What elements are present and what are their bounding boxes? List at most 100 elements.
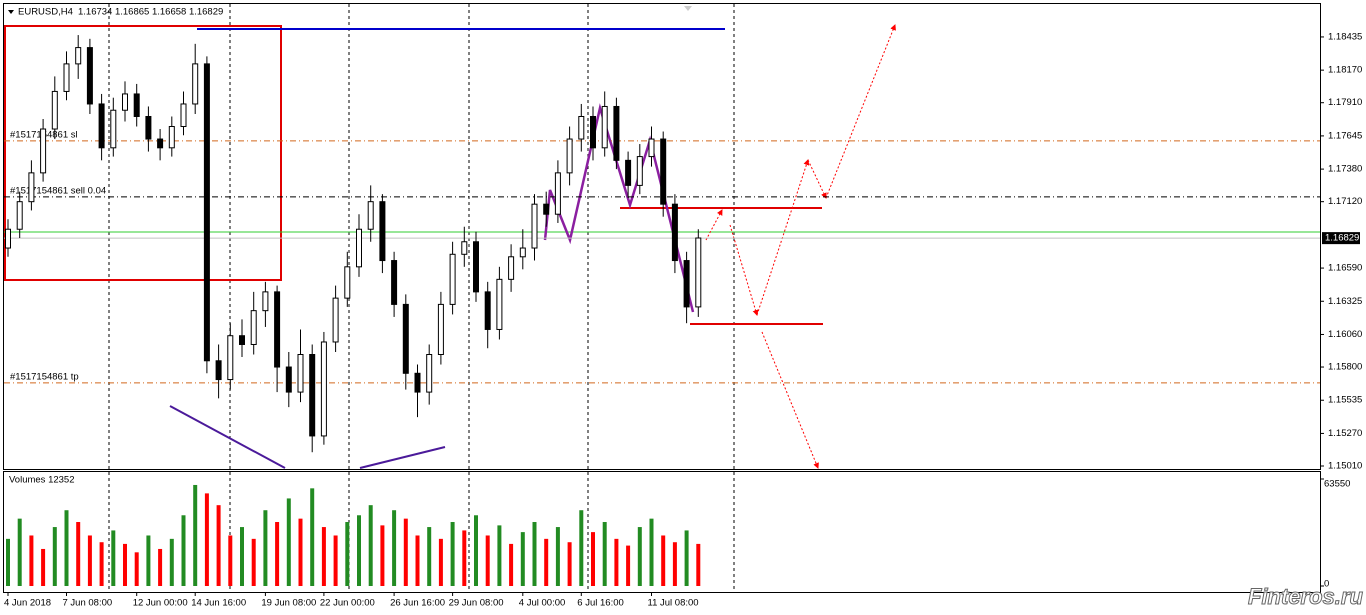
candle-body bbox=[578, 115, 585, 140]
candle-body bbox=[250, 310, 257, 345]
candle-body bbox=[566, 138, 573, 174]
volume-bar bbox=[240, 527, 244, 586]
candle-body bbox=[648, 138, 655, 158]
candle-body bbox=[274, 291, 281, 368]
candle-body bbox=[75, 47, 82, 65]
volume-bar bbox=[450, 522, 455, 586]
y-tick-label: 1.17645 bbox=[1328, 130, 1362, 141]
volume-bar bbox=[333, 535, 338, 586]
volume-bar bbox=[591, 532, 595, 586]
candle-body bbox=[601, 105, 608, 149]
volume-bar bbox=[123, 543, 127, 586]
candle-body bbox=[16, 201, 23, 230]
candle-body bbox=[590, 115, 596, 149]
volume-bar bbox=[544, 538, 549, 586]
scroll-marker bbox=[684, 6, 692, 11]
candle-body bbox=[426, 354, 433, 393]
candle-body bbox=[554, 172, 561, 215]
volume-bar bbox=[251, 538, 256, 586]
volume-bar bbox=[158, 548, 163, 586]
order-label: #1517154861 sell 0.04 bbox=[10, 185, 106, 196]
candle-body bbox=[683, 260, 690, 308]
volume-bar bbox=[602, 522, 607, 586]
x-tick-label: 26 Jun 16:00 bbox=[390, 598, 445, 609]
candle-body bbox=[636, 156, 643, 186]
x-tick-label: 29 Jun 08:00 bbox=[449, 598, 504, 609]
x-tick-label: 22 Jun 00:00 bbox=[320, 598, 375, 609]
volume-bar bbox=[626, 545, 631, 586]
volume-bar bbox=[17, 518, 22, 586]
y-tick-label: 1.16590 bbox=[1328, 263, 1362, 274]
candle-body bbox=[473, 241, 479, 293]
y-tick-label: 1.16325 bbox=[1328, 296, 1362, 307]
volume-bar bbox=[41, 548, 46, 586]
trend-line bbox=[169, 405, 286, 469]
y-tick-label: 1.15535 bbox=[1328, 395, 1362, 406]
y-tick-label: 1.15010 bbox=[1328, 461, 1362, 472]
trend-line bbox=[359, 446, 446, 469]
candle-body bbox=[145, 115, 152, 140]
candle-body bbox=[297, 354, 304, 393]
volume-bar bbox=[286, 498, 291, 586]
y-tick-label: 1.18435 bbox=[1328, 31, 1362, 42]
y-tick-label: 1.15800 bbox=[1328, 362, 1362, 373]
y-tick-label: 1.17380 bbox=[1328, 164, 1362, 175]
candle-body bbox=[133, 93, 140, 117]
volume-bar bbox=[614, 538, 619, 586]
volume-bar bbox=[649, 518, 654, 586]
forecast-arrows bbox=[705, 24, 896, 469]
volume-title: Volumes 12352 bbox=[9, 475, 75, 486]
watermark: Finteros.ru bbox=[1248, 584, 1363, 609]
volume-bar bbox=[415, 535, 420, 586]
volume-bar bbox=[485, 535, 490, 586]
volume-bar bbox=[321, 527, 326, 586]
volume-bar bbox=[146, 535, 151, 586]
volume-bar bbox=[661, 535, 666, 586]
volume-bar bbox=[29, 535, 34, 586]
candle-body bbox=[203, 63, 210, 362]
candle-body bbox=[496, 278, 503, 330]
candle-body bbox=[168, 126, 175, 149]
candle-body bbox=[613, 105, 620, 161]
volume-bar bbox=[462, 530, 467, 586]
volume-bar bbox=[6, 538, 10, 586]
candle-body bbox=[215, 360, 222, 381]
candle-body bbox=[671, 203, 678, 262]
volume-bar bbox=[169, 538, 174, 586]
order-label: #1517154861 tp bbox=[10, 371, 79, 382]
volume-bar bbox=[228, 535, 233, 586]
candle-body bbox=[5, 228, 11, 249]
x-tick-label: 14 Jun 16:00 bbox=[191, 598, 246, 609]
volume-bar bbox=[474, 515, 478, 586]
y-tick-label: 1.18170 bbox=[1328, 65, 1362, 76]
price-panel bbox=[3, 3, 1321, 470]
volume-bar bbox=[345, 522, 350, 586]
y-tick-label: 1.17910 bbox=[1328, 97, 1362, 108]
candle-body bbox=[531, 203, 538, 249]
candle-body bbox=[508, 256, 515, 280]
candle-body bbox=[344, 266, 351, 299]
volume-bar bbox=[357, 515, 361, 586]
candle-body bbox=[332, 297, 339, 343]
volume-bar bbox=[696, 543, 701, 586]
volume-bar bbox=[555, 527, 560, 586]
candle-body bbox=[519, 247, 526, 258]
candle-body bbox=[309, 354, 316, 437]
volume-bar bbox=[52, 527, 57, 586]
candle-body bbox=[239, 335, 245, 345]
volume-bar bbox=[87, 535, 92, 586]
candle-body bbox=[414, 372, 421, 393]
candle-body bbox=[227, 335, 234, 381]
volume-bar bbox=[111, 530, 116, 586]
volume-bar bbox=[99, 542, 104, 586]
volume-bar bbox=[310, 488, 315, 586]
candle-body bbox=[157, 138, 164, 149]
volume-bar bbox=[263, 510, 268, 586]
volume-bar bbox=[427, 527, 432, 586]
y-tick-label: 63550 bbox=[1324, 479, 1350, 490]
candle-body bbox=[695, 237, 702, 308]
candle-body bbox=[192, 63, 199, 105]
range-box bbox=[4, 25, 282, 281]
